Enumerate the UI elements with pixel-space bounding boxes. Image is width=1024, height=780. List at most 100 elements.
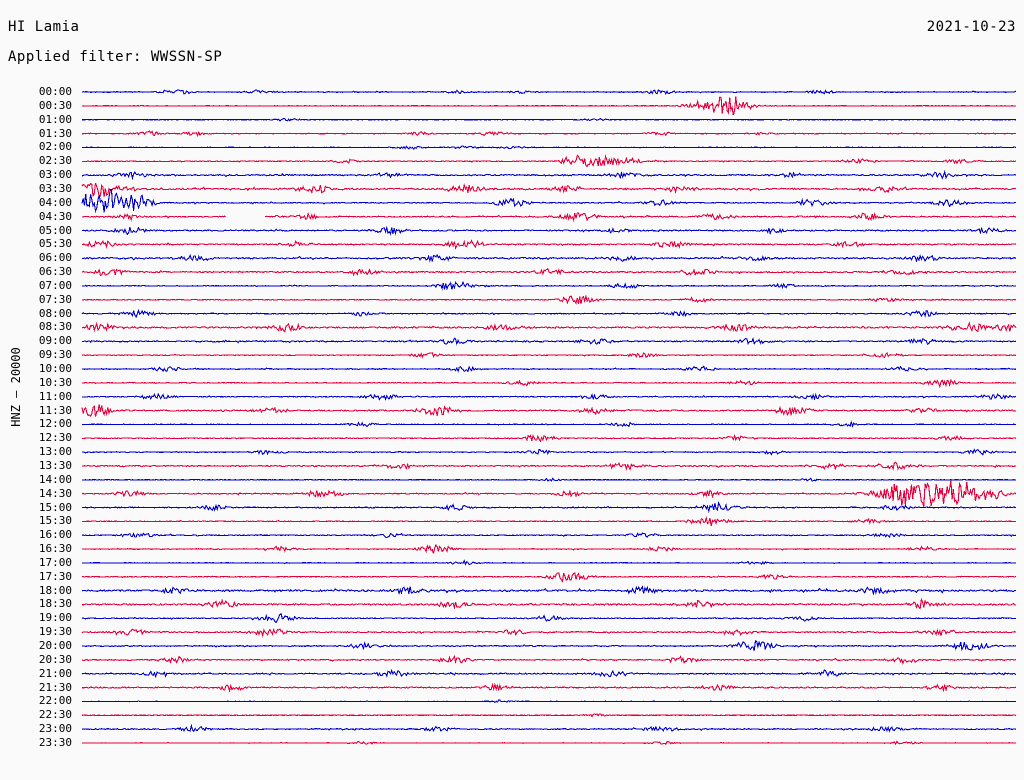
seismogram-trace xyxy=(81,627,1017,638)
page-title: HI Lamia xyxy=(8,19,80,35)
time-tick-label: 18:30 xyxy=(38,597,72,611)
seismogram-trace xyxy=(81,294,1017,305)
seismogram-trace xyxy=(81,639,1017,652)
seismogram-trace xyxy=(81,516,1017,527)
time-tick-label: 16:00 xyxy=(38,528,72,542)
time-tick-label: 14:30 xyxy=(38,486,72,500)
time-tick-label: 06:00 xyxy=(38,251,72,265)
time-tick-label: 21:30 xyxy=(38,680,72,694)
time-tick-label: 02:00 xyxy=(38,140,72,154)
time-tick-label: 15:30 xyxy=(38,514,72,528)
seismogram-trace xyxy=(81,365,1017,373)
seismogram-trace xyxy=(81,89,1017,96)
seismogram-trace xyxy=(81,117,1017,122)
seismogram-trace xyxy=(81,461,1017,471)
time-tick-label: 09:30 xyxy=(38,348,72,362)
seismogram-trace xyxy=(81,351,1017,359)
seismogram-trace xyxy=(81,544,1017,554)
seismogram-trace xyxy=(81,239,1017,251)
time-tick-label: 01:30 xyxy=(38,126,72,140)
seismogram-trace xyxy=(81,501,1017,514)
time-tick-label: 08:00 xyxy=(38,306,72,320)
seismogram-trace xyxy=(81,669,1017,679)
time-tick-label: 12:00 xyxy=(38,417,72,431)
seismogram-trace xyxy=(81,713,1017,718)
seismogram-trace xyxy=(81,559,1017,566)
time-tick-label: 04:00 xyxy=(38,195,72,209)
time-tick-label: 14:00 xyxy=(38,472,72,486)
time-tick-label: 22:30 xyxy=(38,708,72,722)
time-tick-label: 05:30 xyxy=(38,237,72,251)
seismogram-trace xyxy=(81,420,1017,428)
seismogram-trace xyxy=(81,225,1017,236)
seismogram-trace xyxy=(81,267,1017,277)
seismogram-trace xyxy=(81,740,1017,746)
time-tick-label: 15:00 xyxy=(38,500,72,514)
time-tick-label: 05:00 xyxy=(38,223,72,237)
seismogram-trace xyxy=(81,613,1017,624)
time-axis: 00:00 00:30 01:00 01:30 02:00 02:30 03:00 03:30… xyxy=(0,0,78,780)
time-tick-label: 23:30 xyxy=(38,735,72,749)
time-tick-label: 17:30 xyxy=(38,569,72,583)
time-tick-label: 22:00 xyxy=(38,694,72,708)
seismogram-trace xyxy=(81,211,1017,222)
seismogram-trace xyxy=(81,169,1017,181)
time-tick-label: 10:00 xyxy=(38,362,72,375)
seismogram-trace xyxy=(81,182,1017,198)
time-tick-label: 07:30 xyxy=(38,292,72,306)
seismogram-trace xyxy=(81,699,1017,704)
seismogram-trace xyxy=(81,655,1017,665)
seismogram-trace xyxy=(81,597,1017,610)
seismogram-trace xyxy=(81,448,1017,456)
date-label: 2021-10-23 xyxy=(926,19,1016,35)
time-tick-label: 23:00 xyxy=(38,722,72,736)
time-tick-label: 03:00 xyxy=(38,168,72,182)
seismogram-trace xyxy=(81,154,1017,168)
time-tick-label: 16:30 xyxy=(38,542,72,556)
time-tick-label: 04:30 xyxy=(38,209,72,223)
time-tick-label: 10:30 xyxy=(38,375,72,389)
seismogram-trace xyxy=(81,321,1017,333)
time-tick-label: 06:30 xyxy=(38,265,72,279)
seismogram-trace xyxy=(81,433,1017,443)
time-tick-label: 19:00 xyxy=(38,611,72,625)
time-tick-label: 02:30 xyxy=(38,154,72,168)
time-tick-label: 18:00 xyxy=(38,583,72,597)
time-tick-label: 01:00 xyxy=(38,112,72,126)
seismogram-trace xyxy=(81,336,1017,346)
seismogram-trace xyxy=(81,145,1017,150)
time-tick-label: 21:00 xyxy=(38,666,72,680)
seismogram-trace xyxy=(81,96,1017,116)
time-tick-label: 13:00 xyxy=(38,445,72,459)
time-tick-label: 03:30 xyxy=(38,181,72,195)
time-tick-label: 20:30 xyxy=(38,652,72,666)
seismogram-trace xyxy=(81,189,1017,213)
seismogram-trace xyxy=(81,585,1017,596)
seismogram-trace xyxy=(81,392,1017,402)
time-tick-label: 11:30 xyxy=(38,403,72,417)
seismogram-trace xyxy=(81,379,1017,389)
time-tick-label: 08:30 xyxy=(38,320,72,334)
seismogram-trace xyxy=(81,130,1017,137)
time-tick-label: 17:00 xyxy=(38,555,72,569)
time-tick-label: 00:00 xyxy=(38,85,72,98)
time-tick-label: 11:00 xyxy=(38,389,72,403)
seismogram-trace xyxy=(81,404,1017,418)
seismogram-trace xyxy=(81,477,1017,482)
time-tick-label: 07:00 xyxy=(38,278,72,292)
applied-filter-label: Applied filter: WWSSN-SP xyxy=(8,49,223,65)
seismogram-trace xyxy=(81,308,1017,319)
time-tick-label: 12:30 xyxy=(38,431,72,445)
seismogram-trace xyxy=(81,572,1017,583)
seismogram-trace xyxy=(81,253,1017,263)
time-tick-label: 19:30 xyxy=(38,625,72,639)
time-tick-label: 09:00 xyxy=(38,334,72,348)
time-tick-label: 00:30 xyxy=(38,98,72,112)
seismogram-trace xyxy=(81,682,1017,693)
time-tick-label: 20:00 xyxy=(38,639,72,652)
seismogram-trace xyxy=(81,280,1016,291)
seismogram-trace xyxy=(81,723,1017,733)
